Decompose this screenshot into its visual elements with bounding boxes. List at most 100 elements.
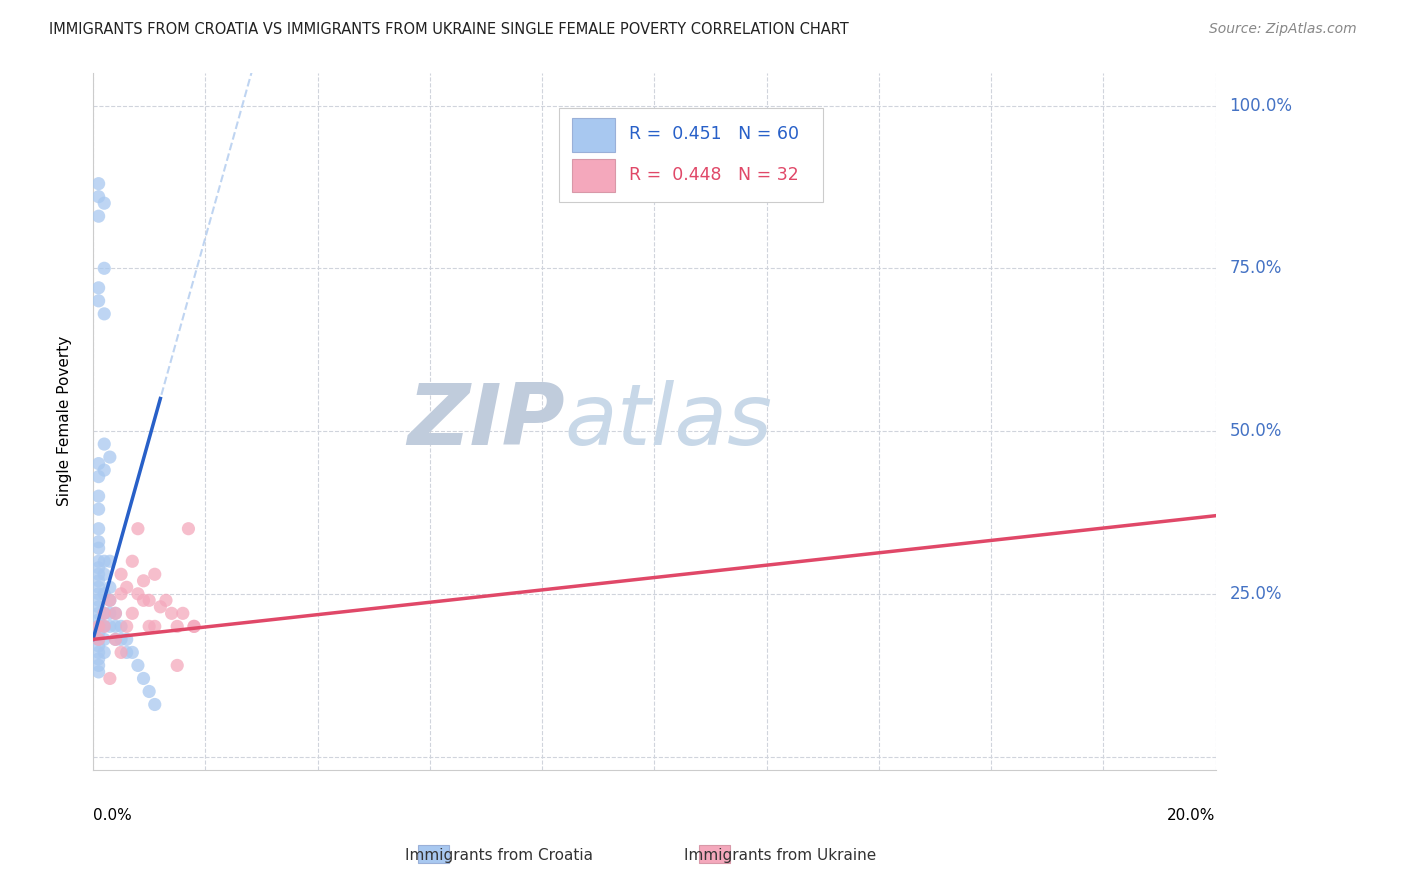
Point	[87, 457, 110, 471]
Point	[93, 463, 115, 477]
Point	[132, 574, 155, 588]
Point	[177, 522, 200, 536]
Bar	[572, 159, 614, 192]
Point	[110, 587, 132, 601]
Point	[93, 619, 115, 633]
Point	[121, 607, 143, 621]
Point	[115, 645, 138, 659]
Point	[87, 619, 110, 633]
Point	[110, 567, 132, 582]
Point	[87, 639, 110, 653]
Point	[121, 554, 143, 568]
Point	[87, 587, 110, 601]
Point	[87, 209, 110, 223]
Point	[172, 607, 194, 621]
Text: ZIP: ZIP	[406, 380, 565, 463]
Point	[87, 658, 110, 673]
Point	[104, 632, 127, 647]
Point	[110, 645, 132, 659]
Text: 100.0%: 100.0%	[1230, 96, 1292, 114]
Point	[93, 632, 115, 647]
Text: 25.0%: 25.0%	[1230, 585, 1282, 603]
Point	[115, 632, 138, 647]
Point	[132, 593, 155, 607]
Point	[87, 561, 110, 575]
Point	[143, 619, 166, 633]
Point	[93, 607, 115, 621]
Point	[98, 554, 121, 568]
Point	[98, 580, 121, 594]
Point	[98, 607, 121, 621]
Point	[183, 619, 205, 633]
Point	[93, 261, 115, 276]
Text: R =  0.451   N = 60: R = 0.451 N = 60	[628, 125, 799, 144]
Point	[149, 599, 172, 614]
Text: 75.0%: 75.0%	[1230, 260, 1282, 277]
Point	[98, 619, 121, 633]
Point	[87, 632, 110, 647]
Point	[87, 189, 110, 203]
Point	[87, 613, 110, 627]
Point	[93, 645, 115, 659]
Point	[110, 632, 132, 647]
Point	[93, 587, 115, 601]
Text: Source: ZipAtlas.com: Source: ZipAtlas.com	[1209, 22, 1357, 37]
Point	[87, 469, 110, 483]
Point	[87, 554, 110, 568]
Point	[87, 632, 110, 647]
Point	[143, 567, 166, 582]
Point	[115, 619, 138, 633]
Point	[138, 593, 160, 607]
Point	[87, 665, 110, 679]
Text: atlas: atlas	[565, 380, 772, 463]
Point	[87, 619, 110, 633]
Point	[87, 489, 110, 503]
Point	[98, 672, 121, 686]
Text: 50.0%: 50.0%	[1230, 422, 1282, 440]
Point	[138, 619, 160, 633]
Point	[104, 607, 127, 621]
Point	[87, 593, 110, 607]
Text: Immigrants from Croatia: Immigrants from Croatia	[405, 848, 593, 863]
Point	[93, 619, 115, 633]
Point	[93, 196, 115, 211]
Point	[87, 645, 110, 659]
Point	[166, 658, 188, 673]
Point	[183, 619, 205, 633]
Point	[87, 293, 110, 308]
Text: R =  0.448   N = 32: R = 0.448 N = 32	[628, 167, 799, 185]
Point	[98, 450, 121, 464]
Point	[104, 619, 127, 633]
Point	[87, 502, 110, 516]
Point	[87, 567, 110, 582]
Point	[143, 698, 166, 712]
Point	[87, 541, 110, 556]
Point	[110, 619, 132, 633]
Point	[87, 625, 110, 640]
Point	[93, 567, 115, 582]
Point	[98, 593, 121, 607]
Point	[166, 619, 188, 633]
Y-axis label: Single Female Poverty: Single Female Poverty	[58, 336, 72, 507]
Point	[87, 580, 110, 594]
Point	[93, 607, 115, 621]
Point	[93, 554, 115, 568]
Point	[98, 593, 121, 607]
Point	[104, 632, 127, 647]
Point	[87, 281, 110, 295]
Text: Immigrants from Ukraine: Immigrants from Ukraine	[685, 848, 876, 863]
Point	[115, 580, 138, 594]
Bar	[699, 845, 730, 863]
Point	[87, 599, 110, 614]
Point	[132, 672, 155, 686]
Point	[138, 684, 160, 698]
Point	[127, 658, 149, 673]
Point	[87, 607, 110, 621]
Point	[104, 607, 127, 621]
Text: IMMIGRANTS FROM CROATIA VS IMMIGRANTS FROM UKRAINE SINGLE FEMALE POVERTY CORRELA: IMMIGRANTS FROM CROATIA VS IMMIGRANTS FR…	[49, 22, 849, 37]
Point	[127, 522, 149, 536]
Point	[127, 587, 149, 601]
Point	[93, 437, 115, 451]
Point	[121, 645, 143, 659]
Point	[87, 522, 110, 536]
